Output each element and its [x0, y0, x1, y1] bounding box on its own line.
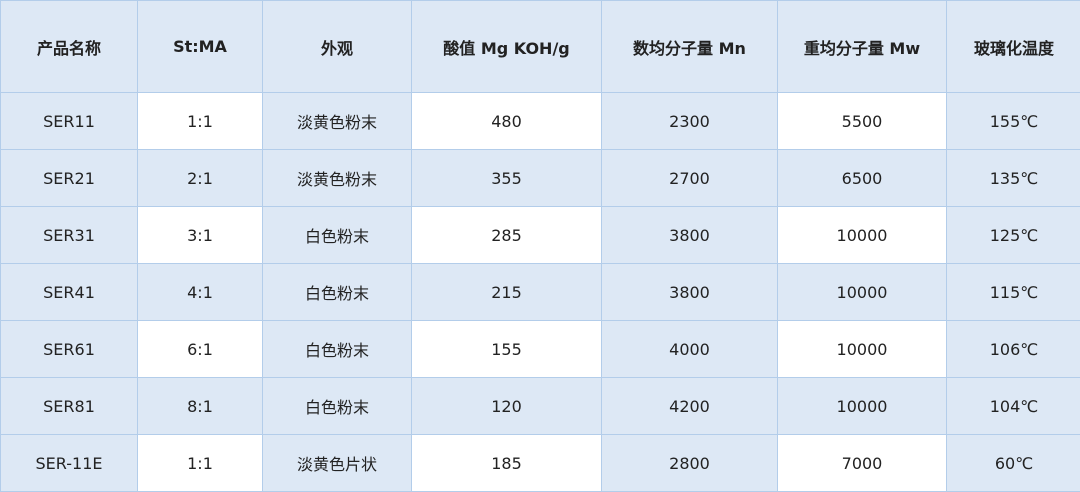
cell-product-name: SER21 [1, 150, 138, 207]
cell-appearance: 白色粉末 [263, 378, 412, 435]
cell-acid-value: 480 [412, 93, 602, 150]
header-appearance: 外观 [263, 1, 412, 93]
cell-product-name: SER31 [1, 207, 138, 264]
cell-product-name: SER-11E [1, 435, 138, 492]
cell-product-name: SER11 [1, 93, 138, 150]
cell-mn: 4000 [602, 321, 778, 378]
cell-mw: 10000 [778, 207, 947, 264]
cell-appearance: 白色粉末 [263, 264, 412, 321]
header-mn: 数均分子量 Mn [602, 1, 778, 93]
cell-st-ma-ratio: 1:1 [138, 93, 263, 150]
cell-tg: 106℃ [947, 321, 1080, 378]
cell-acid-value: 285 [412, 207, 602, 264]
cell-tg: 104℃ [947, 378, 1080, 435]
cell-product-name: SER41 [1, 264, 138, 321]
header-mw: 重均分子量 Mw [778, 1, 947, 93]
cell-mw: 10000 [778, 264, 947, 321]
cell-tg: 60℃ [947, 435, 1080, 492]
cell-st-ma-ratio: 8:1 [138, 378, 263, 435]
cell-product-name: SER61 [1, 321, 138, 378]
cell-mw: 10000 [778, 321, 947, 378]
cell-mn: 2800 [602, 435, 778, 492]
cell-mw: 7000 [778, 435, 947, 492]
cell-acid-value: 185 [412, 435, 602, 492]
cell-tg: 155℃ [947, 93, 1080, 150]
cell-st-ma-ratio: 3:1 [138, 207, 263, 264]
header-product-name: 产品名称 [1, 1, 138, 93]
cell-mw: 10000 [778, 378, 947, 435]
cell-mw: 5500 [778, 93, 947, 150]
header-tg: 玻璃化温度 [947, 1, 1080, 93]
cell-mn: 4200 [602, 378, 778, 435]
cell-appearance: 白色粉末 [263, 207, 412, 264]
cell-tg: 115℃ [947, 264, 1080, 321]
cell-mw: 6500 [778, 150, 947, 207]
cell-appearance: 淡黄色粉末 [263, 150, 412, 207]
cell-tg: 135℃ [947, 150, 1080, 207]
cell-tg: 125℃ [947, 207, 1080, 264]
cell-mn: 2700 [602, 150, 778, 207]
cell-acid-value: 215 [412, 264, 602, 321]
cell-acid-value: 155 [412, 321, 602, 378]
cell-appearance: 白色粉末 [263, 321, 412, 378]
cell-product-name: SER81 [1, 378, 138, 435]
cell-st-ma-ratio: 6:1 [138, 321, 263, 378]
cell-acid-value: 120 [412, 378, 602, 435]
cell-st-ma-ratio: 1:1 [138, 435, 263, 492]
cell-appearance: 淡黄色粉末 [263, 93, 412, 150]
cell-mn: 3800 [602, 264, 778, 321]
cell-appearance: 淡黄色片状 [263, 435, 412, 492]
cell-st-ma-ratio: 4:1 [138, 264, 263, 321]
cell-st-ma-ratio: 2:1 [138, 150, 263, 207]
header-acid-value: 酸值 Mg KOH/g [412, 1, 602, 93]
cell-mn: 2300 [602, 93, 778, 150]
cell-acid-value: 355 [412, 150, 602, 207]
header-st-ma-ratio: St:MA [138, 1, 263, 93]
cell-mn: 3800 [602, 207, 778, 264]
